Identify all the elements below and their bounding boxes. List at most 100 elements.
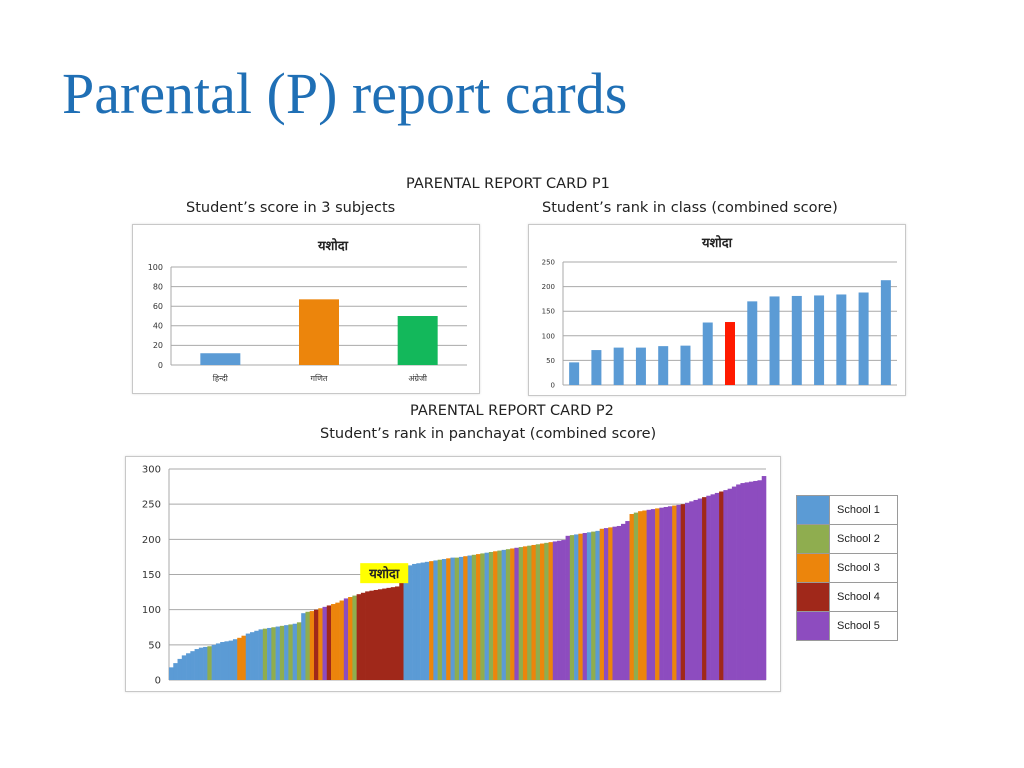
bar [676, 504, 682, 680]
bar [719, 491, 724, 680]
bar [190, 651, 195, 680]
bar [595, 530, 600, 680]
legend-swatch [797, 612, 830, 640]
bar [441, 559, 447, 680]
bar [386, 587, 392, 680]
bar [237, 637, 242, 680]
bar [646, 509, 652, 680]
p2-header: PARENTAL REPORT CARD P2 [410, 403, 614, 419]
bar [497, 550, 502, 680]
bar [348, 597, 353, 680]
bar [365, 591, 370, 680]
bar [450, 557, 456, 680]
bar [198, 647, 204, 680]
bar [684, 502, 690, 680]
legend-item: School 5 [797, 612, 897, 640]
bar [169, 667, 174, 680]
bar [586, 532, 592, 680]
bar [207, 646, 212, 680]
bar [635, 347, 646, 385]
bar [769, 296, 780, 385]
bar [267, 627, 272, 680]
p1-left-caption: Student’s score in 3 subjects [186, 200, 396, 216]
bar [591, 531, 596, 680]
bar [714, 492, 720, 680]
bar [326, 605, 332, 680]
panchayat-rank-chart: 0 50 100 150 200 250 300 यशोदा [125, 456, 781, 692]
y-tick-label: 50 [546, 357, 555, 365]
bar [493, 551, 498, 680]
highlighted-bar [725, 322, 735, 385]
bar [836, 294, 847, 385]
bar [544, 542, 549, 680]
bar [539, 543, 545, 680]
y-tick-label: 200 [542, 283, 555, 291]
bar [706, 495, 711, 680]
bar [880, 280, 891, 385]
bar [258, 629, 264, 680]
x-tick-label: हिन्दी [213, 373, 229, 383]
bar [791, 295, 802, 385]
school-legend: School 1 School 2 School 3 School 4 School 5 [796, 495, 898, 641]
bar [557, 540, 562, 680]
bar [612, 526, 618, 680]
bar [471, 554, 477, 680]
bar [535, 544, 541, 680]
y-tick-label: 200 [142, 535, 161, 546]
bar [578, 533, 583, 680]
bar [360, 592, 366, 680]
y-tick-label: 100 [142, 605, 161, 616]
bar [667, 506, 673, 680]
bar [569, 362, 580, 385]
bar [318, 608, 323, 680]
x-tick-label: अंग्रेजी [408, 373, 428, 383]
bar [250, 632, 255, 680]
bar [299, 299, 339, 365]
bar [262, 628, 268, 680]
bar [211, 644, 217, 680]
slide-title: Parental (P) report cards [62, 61, 628, 126]
bar [552, 541, 558, 680]
bar [181, 655, 187, 680]
y-tick-label: 100 [542, 332, 555, 340]
bar [501, 549, 507, 680]
bar [275, 626, 281, 680]
bar [271, 627, 276, 680]
bar [177, 658, 183, 680]
bar [659, 507, 664, 680]
bar [680, 504, 686, 680]
bar [220, 642, 225, 680]
bar [356, 594, 362, 680]
bar [748, 481, 754, 680]
subject-score-chart: 0 20 40 60 80 100 यशोदा हिन्दी गणित अंग्रेजी [132, 224, 480, 394]
bar [186, 653, 191, 680]
bar [454, 557, 460, 680]
bar [343, 598, 349, 680]
bar [740, 483, 745, 680]
x-tick-label: गणित [311, 373, 328, 383]
bar [173, 663, 178, 680]
bar [655, 508, 660, 680]
bar [510, 548, 515, 680]
bar [301, 613, 306, 680]
bar [215, 643, 221, 680]
legend-item: School 2 [797, 525, 897, 554]
bar [522, 546, 528, 680]
subject-score-chart-svg: 0 20 40 60 80 100 यशोदा हिन्दी गणित अंग्रेजी [148, 238, 467, 383]
legend-label: School 5 [837, 620, 880, 632]
bar [288, 624, 293, 680]
y-tick-label: 250 [542, 258, 555, 266]
chart-title: यशोदा [701, 235, 733, 251]
bar [279, 625, 285, 680]
bar [467, 555, 473, 680]
bar [480, 553, 485, 680]
bar [693, 499, 699, 680]
bar [505, 549, 511, 680]
bar [245, 633, 251, 680]
y-tick-label: 80 [153, 282, 163, 291]
bar [638, 511, 643, 680]
bar [437, 559, 443, 680]
bar [531, 544, 537, 680]
bar [458, 556, 464, 680]
bar [608, 527, 613, 680]
